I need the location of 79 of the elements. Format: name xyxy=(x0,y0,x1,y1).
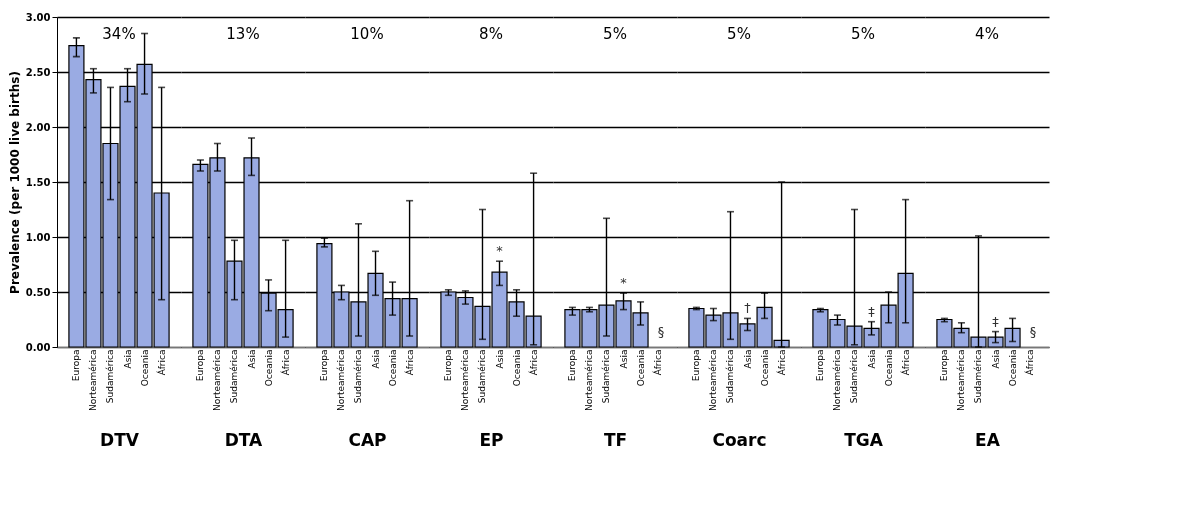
x-axis-title: TGA xyxy=(844,429,884,450)
x-tick-label: África xyxy=(775,349,787,376)
x-tick-label: Norteamérica xyxy=(88,349,99,411)
annotation: 5% xyxy=(727,25,751,43)
x-tick-label: Oceania xyxy=(635,349,646,387)
x-tick-label: Norteamérica xyxy=(336,349,347,411)
x-tick-label: Sudamérica xyxy=(105,349,116,404)
x-tick-label: Sudamérica xyxy=(725,349,736,404)
y-tick-label: 2.00 xyxy=(25,121,51,133)
x-tick-label: Asia xyxy=(866,349,877,369)
x-tick-label: Oceania xyxy=(1007,349,1018,387)
x-tick-label: Europa xyxy=(443,349,454,382)
x-tick-label: Norteamérica xyxy=(212,349,223,411)
x-axis-title: EP xyxy=(479,429,504,450)
x-tick-label: Norteamérica xyxy=(708,349,719,411)
x-tick-label: Europa xyxy=(567,349,578,382)
x-axis-title: DTA xyxy=(224,429,264,450)
x-tick-label: Europa xyxy=(195,349,206,382)
x-tick-label: Oceania xyxy=(883,349,894,387)
x-tick-label: Europa xyxy=(71,349,82,382)
x-tick-label: África xyxy=(403,349,415,376)
x-tick-label: Sudamérica xyxy=(477,349,488,404)
x-tick-label: Asia xyxy=(990,349,1001,369)
annotation: * xyxy=(620,275,628,291)
x-tick-label: Oceania xyxy=(139,349,150,387)
x-tick-label: África xyxy=(155,349,167,376)
x-tick-label: África xyxy=(279,349,291,376)
annotation: ‡ xyxy=(868,303,876,319)
annotation: § xyxy=(1029,324,1037,339)
x-tick-label: Asia xyxy=(246,349,257,369)
x-tick-label: Asia xyxy=(370,349,381,369)
x-tick-label: Sudamérica xyxy=(973,349,984,404)
annotation: § xyxy=(657,324,665,339)
y-tick-label: 2.50 xyxy=(25,66,51,78)
x-tick-label: Europa xyxy=(691,349,702,382)
x-tick-label: Norteamérica xyxy=(832,349,843,411)
x-tick-label: Norteamérica xyxy=(584,349,595,411)
y-tick-label: 3.00 xyxy=(25,11,51,23)
x-tick-label: Oceania xyxy=(759,349,770,387)
y-tick-label: 1.00 xyxy=(25,231,51,243)
x-tick-label: Europa xyxy=(815,349,826,382)
x-tick-label: Asia xyxy=(742,349,753,369)
x-tick-label: Asia xyxy=(494,349,505,369)
annotation: 5% xyxy=(851,25,875,43)
x-tick-label: Asia xyxy=(618,349,629,369)
x-tick-label: Norteamérica xyxy=(956,349,967,411)
y-axis-title: Prevalence (per 1000 live births) xyxy=(7,71,22,294)
x-tick-label: África xyxy=(1023,349,1035,376)
x-tick-label: Asia xyxy=(122,349,133,369)
x-tick-label: Europa xyxy=(319,349,330,382)
x-axis-title: DTV xyxy=(100,429,140,450)
annotation: 10% xyxy=(350,25,384,43)
y-tick-label: 1.50 xyxy=(25,176,51,188)
y-tick-label: 0.00 xyxy=(25,341,51,353)
x-axis-title: EA xyxy=(975,429,1001,450)
annotation: 8% xyxy=(479,25,503,43)
x-tick-label: Sudamérica xyxy=(849,349,860,404)
x-tick-label: Sudamérica xyxy=(353,349,364,404)
annotation: ‡ xyxy=(992,313,1000,329)
x-axis-title: Coarc xyxy=(712,429,767,450)
x-tick-label: Sudamérica xyxy=(601,349,612,404)
x-axis-title: TF xyxy=(603,429,628,450)
annotation: † xyxy=(744,300,752,316)
x-tick-label: Norteamérica xyxy=(460,349,471,411)
x-tick-label: África xyxy=(527,349,539,376)
x-tick-label: África xyxy=(899,349,911,376)
x-tick-label: África xyxy=(651,349,663,376)
y-tick-label: 0.50 xyxy=(25,286,51,298)
x-tick-label: Oceania xyxy=(387,349,398,387)
annotation: 5% xyxy=(603,25,627,43)
annotation: 34% xyxy=(102,25,136,43)
x-tick-label: Oceania xyxy=(511,349,522,387)
x-axis-title: CAP xyxy=(348,429,387,450)
x-tick-label: Oceania xyxy=(263,349,274,387)
x-tick-label: Europa xyxy=(939,349,950,382)
annotation: * xyxy=(496,243,504,259)
x-tick-label: Sudamérica xyxy=(229,349,240,404)
annotation: 4% xyxy=(975,25,999,43)
annotation: 13% xyxy=(226,25,260,43)
